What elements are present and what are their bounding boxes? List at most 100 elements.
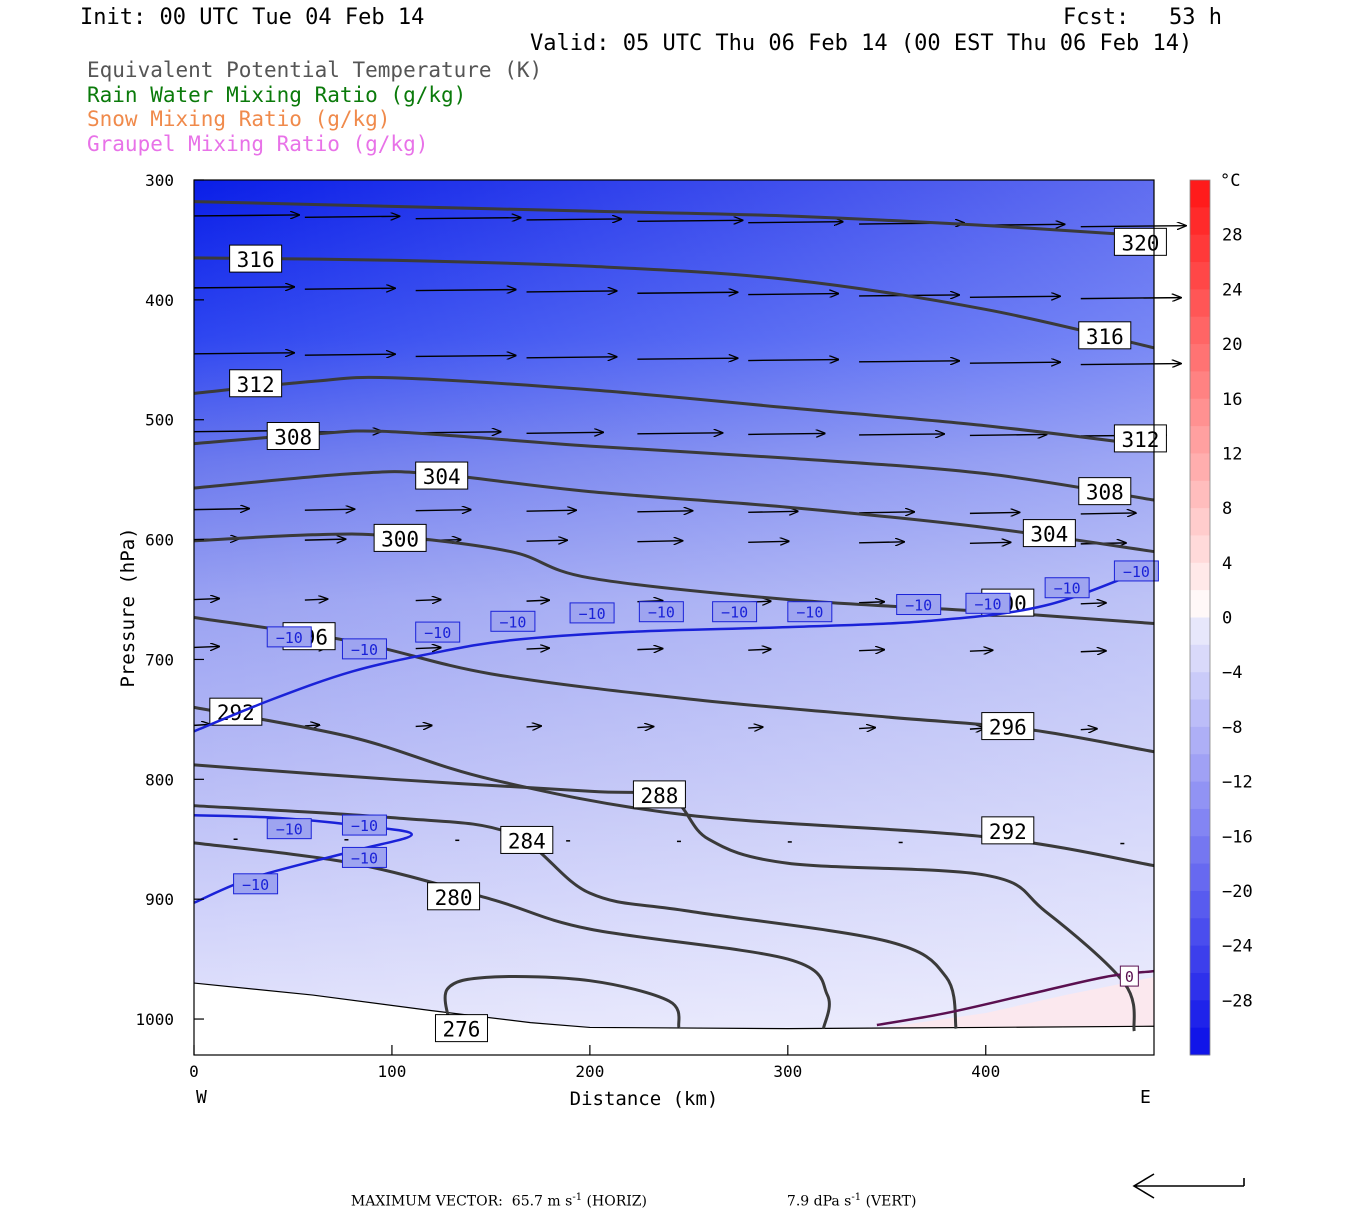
init-time: Init: 00 UTC Tue 04 Feb 14 xyxy=(80,5,425,30)
forecast-hour: Fcst: 53 h xyxy=(1063,5,1222,30)
colorbar-step xyxy=(1190,699,1210,728)
wind-vector xyxy=(1080,513,1136,514)
wind-vector xyxy=(526,357,617,358)
contour-label-box xyxy=(632,780,686,809)
wind-vector xyxy=(859,434,944,435)
wind-vector xyxy=(859,542,904,543)
wind-vector xyxy=(1080,364,1181,365)
minus10-label-box xyxy=(341,638,387,660)
wind-vector xyxy=(526,432,604,433)
wind-vector xyxy=(748,360,838,361)
vert-exponent: -1 xyxy=(851,1192,862,1203)
wind-vector xyxy=(193,599,219,600)
colorbar-tick-label: −16 xyxy=(1222,827,1253,847)
max-vector-label: MAXIMUM VECTOR: 65.7 m s-1 (HORIZ) xyxy=(342,1176,647,1210)
colorbar-step xyxy=(1190,371,1210,400)
minus10-label: −10 xyxy=(974,595,1001,613)
contour-label: 316 xyxy=(1086,325,1124,349)
wind-vector xyxy=(1080,729,1097,730)
minus10-contour xyxy=(193,564,1155,733)
colorbar-tick-label: −12 xyxy=(1222,773,1253,793)
valid-time: Valid: 05 UTC Thu 06 Feb 14 (00 EST Thu … xyxy=(530,31,1193,56)
wind-vector xyxy=(193,431,279,432)
contour-label-box xyxy=(1078,321,1132,350)
minus10-label: −10 xyxy=(424,624,451,642)
colorbar-frame xyxy=(1189,179,1211,1056)
colorbar-step xyxy=(1190,726,1210,755)
colorbar-step xyxy=(1190,781,1210,810)
wind-vectors xyxy=(193,215,1186,845)
contour-label: 300 xyxy=(381,527,419,551)
x-tick-label: 300 xyxy=(773,1062,802,1081)
colorbar-step xyxy=(1190,672,1210,701)
minus10-label-box xyxy=(341,814,387,836)
colorbar-tick-label: 24 xyxy=(1222,280,1242,300)
y-tick-label: 300 xyxy=(145,171,174,190)
wind-vector xyxy=(748,649,771,650)
max-vector-arrow xyxy=(1132,1173,1245,1199)
contour-label-box xyxy=(1078,477,1132,506)
wind-vector xyxy=(637,433,722,434)
colorbar-tick-label: 16 xyxy=(1222,390,1242,410)
contour-label: 276 xyxy=(443,1018,481,1042)
contour-label: 288 xyxy=(640,784,678,808)
minus10-label: −10 xyxy=(351,641,378,659)
minus10-label-box xyxy=(266,626,312,648)
wind-vector xyxy=(304,599,328,600)
colorbar-step xyxy=(1190,890,1210,919)
wind-vector xyxy=(748,294,838,295)
wind-vector xyxy=(415,218,521,219)
wind-vector xyxy=(969,650,993,651)
colorbar-step xyxy=(1190,808,1210,837)
legend-theta-e: Equivalent Potential Temperature (K) xyxy=(87,58,543,82)
y-tick-label: 700 xyxy=(145,650,174,669)
wind-vector xyxy=(859,512,914,513)
wind-vector xyxy=(526,726,541,727)
wind-vector xyxy=(304,725,319,726)
minus10-label: −10 xyxy=(499,613,526,631)
zero-contour xyxy=(876,969,1155,1027)
theta-e-contour xyxy=(193,256,1155,350)
max-vector-prefix: MAXIMUM VECTOR: xyxy=(350,1193,503,1210)
colorbar-step xyxy=(1190,426,1210,454)
minus10-label-box xyxy=(1044,577,1090,599)
contour-label: 292 xyxy=(989,820,1027,844)
wind-vector xyxy=(415,290,516,291)
wind-vector xyxy=(637,358,737,359)
colorbar-tick-label: 0 xyxy=(1222,609,1232,629)
wind-vector xyxy=(637,511,692,512)
minus10-label-box xyxy=(490,610,536,632)
colorbar-step xyxy=(1190,754,1210,783)
wind-vector xyxy=(304,288,395,289)
colorbar-step xyxy=(1190,289,1210,318)
wind-vector xyxy=(193,287,294,288)
wind-vector xyxy=(1080,226,1186,227)
colorbar-tick-label: −24 xyxy=(1222,937,1253,957)
contour-label-box xyxy=(229,244,283,273)
max-vector-horiz-unit: (HORIZ) xyxy=(586,1193,647,1210)
temperature-contours: −10 −10 −10 −10 −10 −10 −10 −10 −10 −10 −10 −10 −10 −… xyxy=(193,560,1159,1027)
minus10-label-box xyxy=(712,601,758,623)
theta-e-contour xyxy=(193,200,1155,238)
terrain-line xyxy=(193,982,1155,1030)
wind-vector xyxy=(748,541,789,542)
wind-vector xyxy=(304,509,355,510)
max-vector-vert-unit: (VERT) xyxy=(865,1193,917,1210)
wind-vector xyxy=(193,509,249,510)
contour-label-box xyxy=(500,825,554,854)
wind-vector xyxy=(415,355,516,356)
theta-e-contour xyxy=(193,804,958,1029)
x-tick-label: 400 xyxy=(971,1062,1000,1081)
wind-vector xyxy=(526,600,550,601)
colorbar-step xyxy=(1190,1027,1210,1056)
minus10-label-box xyxy=(569,602,615,624)
minus10-label: −10 xyxy=(276,629,303,647)
wind-vector xyxy=(1080,603,1106,604)
wind-vector xyxy=(415,725,432,726)
wind-vector xyxy=(748,222,843,223)
contour-label: 304 xyxy=(423,465,461,489)
minus10-label: −10 xyxy=(1054,580,1081,598)
wind-vector xyxy=(304,539,346,540)
y-tick-label: 800 xyxy=(145,770,174,789)
legend-graupel: Graupel Mixing Ratio (g/kg) xyxy=(87,132,429,156)
